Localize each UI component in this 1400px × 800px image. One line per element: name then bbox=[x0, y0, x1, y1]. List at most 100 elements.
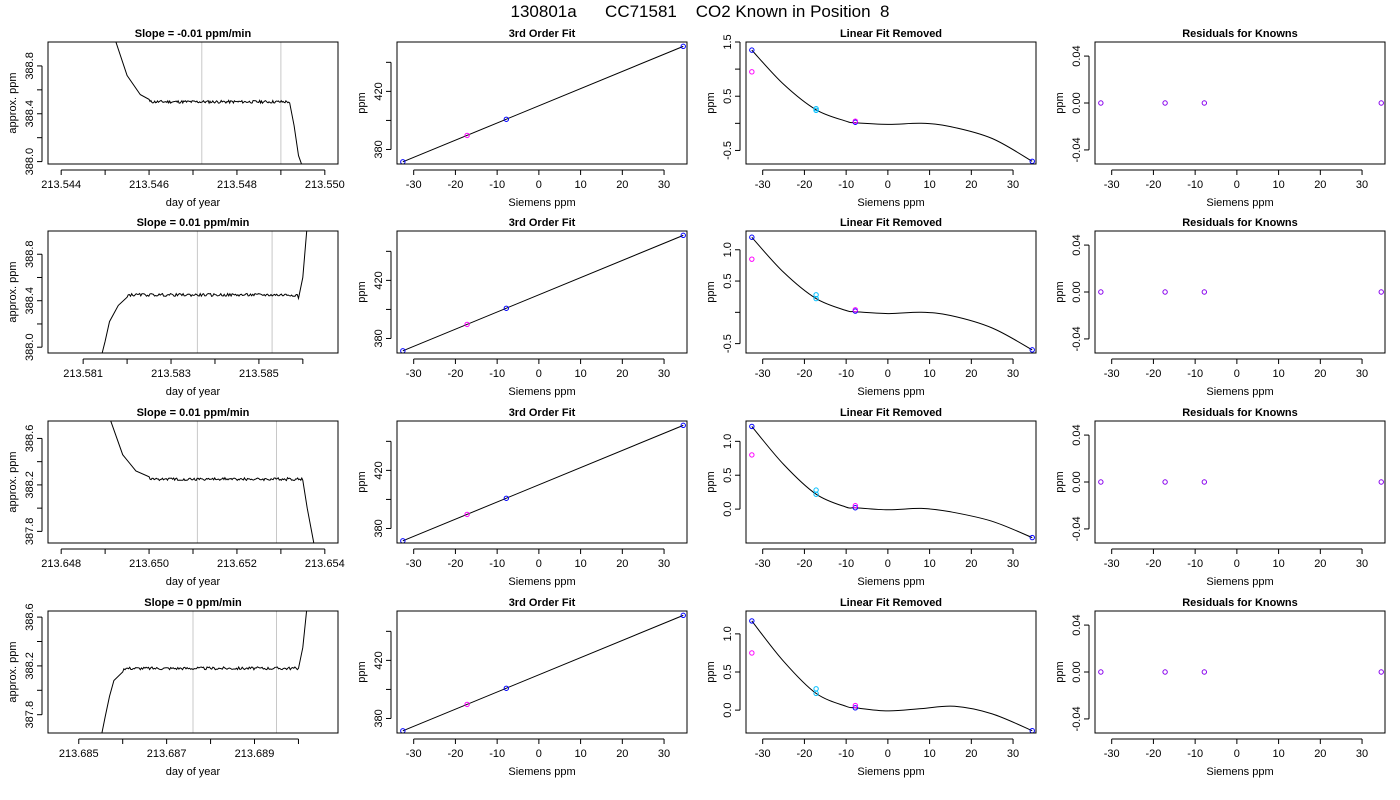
panel-data bbox=[110, 421, 315, 543]
data-point bbox=[400, 348, 406, 353]
x-tick-label: -20 bbox=[1145, 368, 1161, 380]
x-tick-label: 0 bbox=[885, 558, 891, 570]
data-point bbox=[852, 118, 859, 124]
x-tick-label: 20 bbox=[616, 368, 628, 380]
y-tick-label: 0.0 bbox=[722, 702, 734, 717]
x-tick-label: 10 bbox=[574, 748, 586, 760]
y-axis-label: ppm bbox=[356, 661, 368, 682]
y-axis-label: ppm bbox=[356, 92, 368, 113]
x-tick-label: -10 bbox=[838, 179, 854, 191]
y-tick-label: 0.04 bbox=[1071, 424, 1083, 445]
fit-line bbox=[402, 234, 684, 352]
data-point bbox=[1098, 479, 1104, 485]
y-tick-label: 0.5 bbox=[722, 468, 734, 483]
y-tick-label: 388.0 bbox=[24, 148, 36, 176]
fit-curve bbox=[751, 620, 1033, 732]
data-point bbox=[1378, 289, 1384, 295]
x-tick-label: -20 bbox=[1145, 179, 1161, 191]
x-tick-label: 30 bbox=[658, 558, 670, 570]
panel-3-4: Residuals for Knowns -30 -20 -10 0 10 20 30 Siem… bbox=[1054, 407, 1386, 588]
fit-curve bbox=[751, 236, 1033, 351]
x-tick-label: -20 bbox=[447, 179, 463, 191]
data-point bbox=[1378, 669, 1384, 675]
plot-frame bbox=[47, 610, 339, 734]
y-tick-label: 1.0 bbox=[722, 626, 734, 641]
plot-frame bbox=[745, 610, 1037, 734]
data-point bbox=[852, 702, 859, 709]
fit-line bbox=[402, 614, 684, 732]
figure-title: 130801a CC71581 CO2 Known in Position 8 bbox=[510, 2, 890, 21]
y-tick-label: 0.00 bbox=[1071, 92, 1083, 113]
data-point bbox=[852, 307, 859, 313]
x-tick-label: -10 bbox=[1187, 748, 1203, 760]
x-tick-label: -20 bbox=[796, 179, 812, 191]
x-tick-label: 0 bbox=[1234, 748, 1240, 760]
y-axis-label: ppm bbox=[705, 661, 717, 682]
panel-4-1: Slope = 0 ppm/min 213.685 213.687 213.689 da… bbox=[7, 597, 339, 778]
y-tick-label: 0.04 bbox=[1071, 234, 1083, 255]
x-tick-label: 0 bbox=[536, 179, 542, 191]
x-tick-label: 30 bbox=[1356, 179, 1368, 191]
x-tick-label: -20 bbox=[447, 368, 463, 380]
data-point bbox=[503, 116, 510, 122]
data-point bbox=[400, 538, 406, 543]
concentration-trace bbox=[101, 231, 308, 353]
y-axis-label: ppm bbox=[1054, 92, 1066, 113]
data-point bbox=[464, 132, 470, 139]
panel-3-3: Linear Fit Removed -30 -20 -10 0 10 20 30 Siemen… bbox=[705, 407, 1037, 588]
x-tick-label: 30 bbox=[658, 368, 670, 380]
y-tick-label: 380 bbox=[373, 709, 385, 727]
x-tick-label: -30 bbox=[1104, 558, 1120, 570]
panel-title: 3rd Order Fit bbox=[509, 597, 576, 609]
panel-4-3: Linear Fit Removed -30 -20 -10 0 10 20 30 Siemen… bbox=[705, 597, 1037, 778]
y-axis-label: ppm bbox=[705, 471, 717, 492]
x-tick-label: 10 bbox=[574, 368, 586, 380]
x-tick-label: 20 bbox=[1314, 748, 1326, 760]
y-tick-label: 0.0 bbox=[722, 501, 734, 516]
y-axis-label: ppm bbox=[1054, 661, 1066, 682]
x-tick-label: 0 bbox=[536, 558, 542, 570]
x-axis-label: Siemens ppm bbox=[1206, 766, 1273, 778]
panel-data bbox=[101, 231, 308, 353]
x-tick-label: 10 bbox=[923, 748, 935, 760]
panel-title: 3rd Order Fit bbox=[509, 28, 576, 40]
data-point bbox=[1098, 289, 1104, 295]
x-tick-label: -30 bbox=[406, 748, 422, 760]
data-point bbox=[749, 650, 755, 656]
y-tick-label: -0.04 bbox=[1071, 326, 1083, 351]
panel-data bbox=[400, 612, 686, 733]
x-axis-label: Siemens ppm bbox=[508, 766, 575, 778]
concentration-trace bbox=[115, 42, 303, 164]
y-tick-label: -0.04 bbox=[1071, 137, 1083, 162]
panel-title: Residuals for Knowns bbox=[1182, 407, 1298, 419]
panel-1-1: Slope = -0.01 ppm/min 213.544 213.546 213.5… bbox=[7, 28, 345, 209]
panel-2-4: Residuals for Knowns -30 -20 -10 0 10 20 30 Siem… bbox=[1054, 217, 1386, 398]
data-point bbox=[813, 105, 819, 112]
x-tick-label: 30 bbox=[1356, 558, 1368, 570]
data-point bbox=[813, 295, 819, 302]
y-axis-label: approx. ppm bbox=[7, 72, 19, 133]
x-tick-label: 213.550 bbox=[305, 179, 345, 191]
x-tick-label: 20 bbox=[1314, 368, 1326, 380]
data-point bbox=[680, 43, 686, 50]
x-axis-label: Siemens ppm bbox=[857, 197, 924, 209]
x-tick-label: 20 bbox=[965, 748, 977, 760]
data-point bbox=[1378, 100, 1384, 106]
data-point bbox=[852, 503, 859, 509]
x-tick-label: -30 bbox=[406, 368, 422, 380]
panel-1-4: Residuals for Knowns -30 -20 -10 0 10 20 30 Siem… bbox=[1054, 28, 1386, 209]
x-tick-label: 10 bbox=[574, 179, 586, 191]
x-axis-label: day of year bbox=[166, 576, 221, 588]
data-point bbox=[1029, 534, 1035, 541]
panel-data bbox=[749, 423, 1035, 541]
data-point bbox=[749, 618, 755, 624]
y-tick-label: -0.5 bbox=[722, 334, 734, 353]
y-tick-label: 380 bbox=[373, 140, 385, 158]
plot-frame bbox=[396, 610, 688, 734]
x-axis-label: Siemens ppm bbox=[508, 386, 575, 398]
x-tick-label: 30 bbox=[1007, 368, 1019, 380]
panel-data bbox=[749, 234, 1035, 353]
panel-data bbox=[1098, 100, 1384, 106]
panel-title: Slope = -0.01 ppm/min bbox=[135, 28, 252, 40]
